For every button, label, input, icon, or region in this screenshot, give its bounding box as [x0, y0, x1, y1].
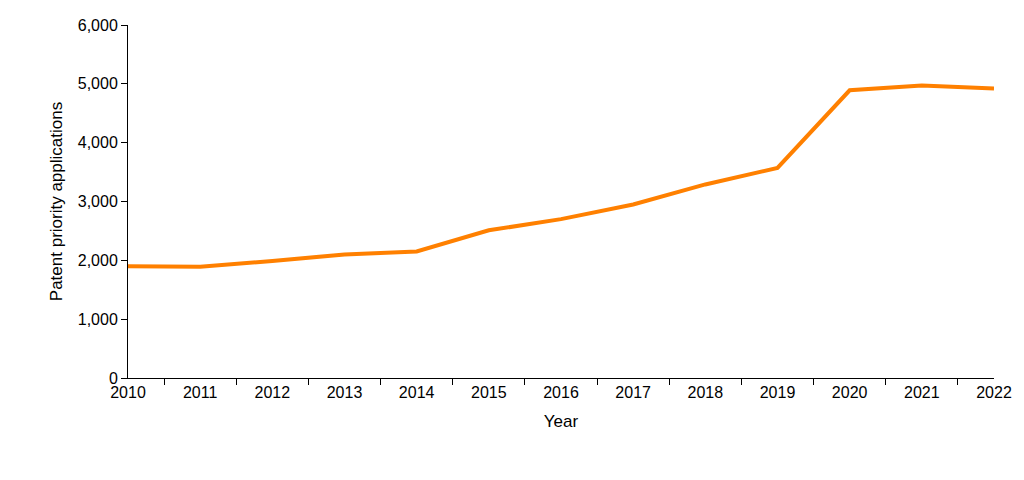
svg-text:6,000: 6,000 [78, 17, 118, 34]
svg-text:4,000: 4,000 [78, 134, 118, 151]
svg-text:2015: 2015 [471, 384, 507, 401]
svg-text:3,000: 3,000 [78, 193, 118, 210]
svg-text:2018: 2018 [688, 384, 724, 401]
svg-text:2,000: 2,000 [78, 252, 118, 269]
svg-text:Patent priority applications: Patent priority applications [47, 102, 66, 301]
svg-text:1,000: 1,000 [78, 311, 118, 328]
svg-text:2011: 2011 [183, 384, 218, 401]
svg-text:2014: 2014 [399, 384, 435, 401]
svg-text:2016: 2016 [543, 384, 579, 401]
svg-text:2022: 2022 [976, 384, 1012, 401]
svg-text:Year: Year [544, 412, 579, 431]
svg-text:2019: 2019 [760, 384, 796, 401]
svg-text:2020: 2020 [832, 384, 868, 401]
svg-text:2021: 2021 [904, 384, 940, 401]
svg-text:5,000: 5,000 [78, 75, 118, 92]
svg-text:2010: 2010 [110, 384, 146, 401]
svg-text:2013: 2013 [327, 384, 363, 401]
svg-text:0: 0 [109, 370, 118, 387]
svg-text:2012: 2012 [255, 384, 291, 401]
svg-text:2017: 2017 [615, 384, 651, 401]
